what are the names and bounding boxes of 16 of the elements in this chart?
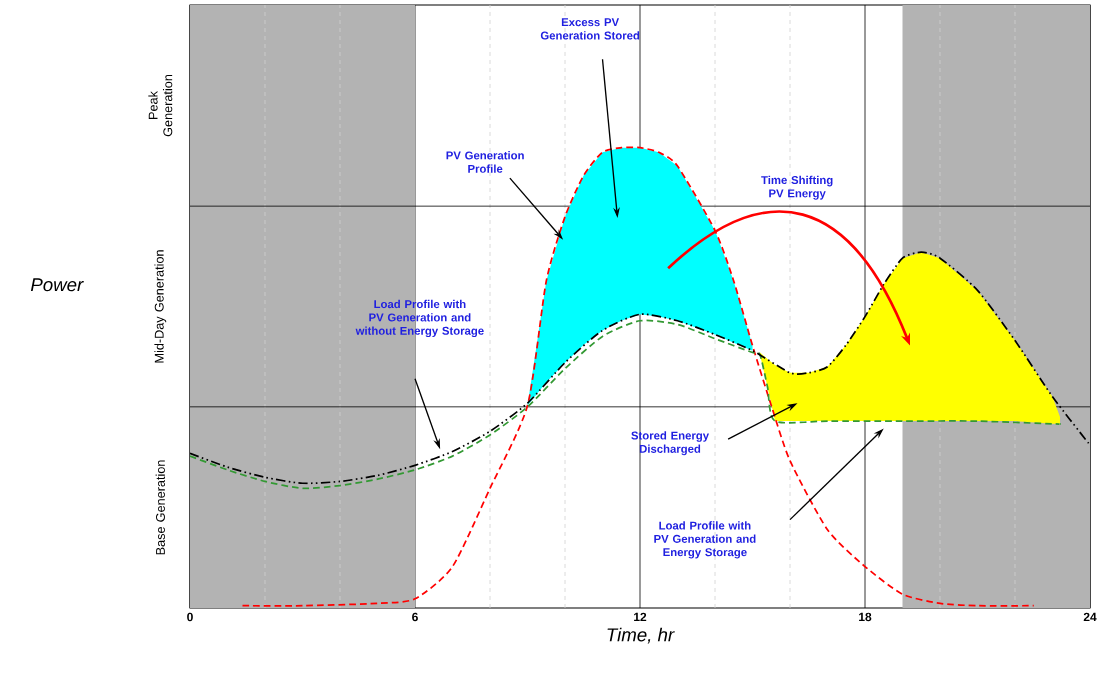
x-tick-label: 6 (412, 612, 418, 622)
text: Base Generation (155, 460, 165, 555)
annotation: Time Shifting PV Energy (761, 175, 833, 200)
text: Power (30, 278, 84, 292)
annotation: Load Profile with PV Generation and Energy Storage (654, 521, 756, 559)
x-axis-title: Time, hr (607, 627, 675, 644)
text: Peak Generation (148, 74, 173, 137)
x-tick-label: 12 (634, 612, 647, 622)
x-tick-label: 0 (187, 612, 193, 622)
x-tick-label: 18 (859, 612, 872, 622)
text: Mid-Day Generation (154, 250, 167, 363)
annotation: Load Profile with PV Generation and without Energy Storage (355, 299, 484, 338)
annotation: Stored Energy Discharged (631, 431, 709, 456)
annotation: PV Generation Profile (446, 151, 524, 173)
text: Excess PV Generation Stored (540, 18, 640, 40)
x-tick-label: 24 (1083, 612, 1097, 622)
